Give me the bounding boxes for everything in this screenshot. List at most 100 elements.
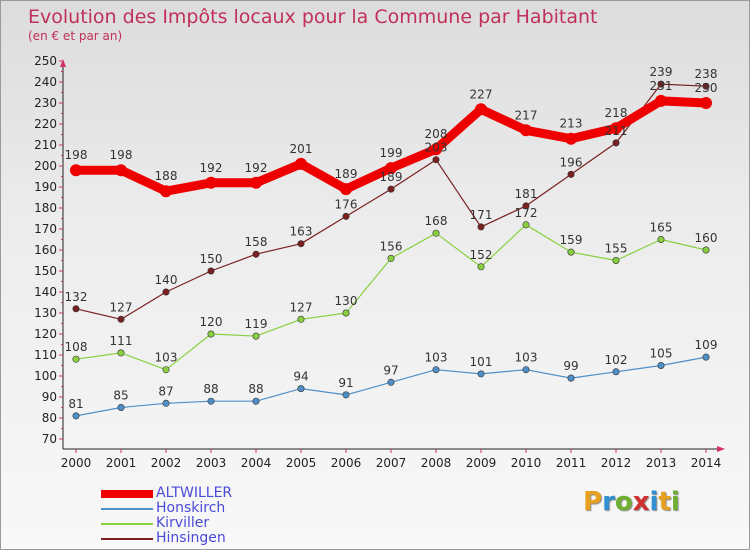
data-label-altwiller: 218 <box>605 106 628 120</box>
data-point-honskirch <box>297 385 305 393</box>
data-point-kirviller <box>522 221 530 229</box>
y-tick-label: 220 <box>34 117 57 131</box>
y-tick-label: 150 <box>34 264 57 278</box>
x-tick-label: 2014 <box>691 456 722 470</box>
data-point-honskirch <box>432 366 440 374</box>
data-label-altwiller: 201 <box>290 142 313 156</box>
data-point-hinsingen <box>522 202 530 210</box>
data-label-honskirch: 103 <box>515 351 538 365</box>
x-tick-label: 2004 <box>241 456 272 470</box>
data-label-kirviller: 103 <box>155 351 178 365</box>
data-label-honskirch: 102 <box>605 353 628 367</box>
x-tick-label: 2002 <box>151 456 182 470</box>
data-point-altwiller <box>475 103 487 116</box>
data-label-honskirch: 88 <box>248 382 263 396</box>
data-point-hinsingen <box>657 80 665 88</box>
data-label-hinsingen: 132 <box>65 290 88 304</box>
data-label-hinsingen: 163 <box>290 225 313 239</box>
y-tick-label: 160 <box>34 243 57 257</box>
data-label-hinsingen: 238 <box>695 67 718 81</box>
data-point-kirviller <box>72 355 80 363</box>
data-label-hinsingen: 150 <box>200 252 223 266</box>
data-point-hinsingen <box>342 212 350 220</box>
y-tick-label: 110 <box>34 348 57 362</box>
data-label-hinsingen: 176 <box>335 197 358 211</box>
data-point-honskirch <box>162 399 170 407</box>
data-label-hinsingen: 140 <box>155 273 178 287</box>
x-axis-arrow <box>717 446 725 452</box>
data-label-honskirch: 101 <box>470 355 493 369</box>
data-point-honskirch <box>252 397 260 405</box>
y-tick-label: 250 <box>34 54 57 68</box>
data-point-hinsingen <box>612 139 620 147</box>
y-tick-label: 90 <box>42 390 57 404</box>
data-label-honskirch: 109 <box>695 338 718 352</box>
data-label-altwiller: 192 <box>245 161 268 175</box>
data-label-hinsingen: 181 <box>515 187 538 201</box>
logo-letter: t <box>658 487 671 517</box>
data-label-honskirch: 94 <box>293 370 308 384</box>
data-label-kirviller: 108 <box>65 340 88 354</box>
data-point-kirviller <box>387 254 395 262</box>
y-tick-label: 100 <box>34 369 57 383</box>
data-label-altwiller: 230 <box>695 81 718 95</box>
legend-swatch <box>101 538 153 540</box>
data-point-kirviller <box>162 366 170 374</box>
data-point-kirviller <box>657 236 665 244</box>
data-label-altwiller: 192 <box>200 161 223 175</box>
data-point-hinsingen <box>117 315 125 323</box>
data-point-altwiller <box>340 183 352 196</box>
data-point-kirviller <box>612 256 620 264</box>
data-point-honskirch <box>117 403 125 411</box>
data-label-hinsingen: 158 <box>245 235 268 249</box>
data-point-honskirch <box>207 397 215 405</box>
x-tick-label: 2003 <box>196 456 227 470</box>
data-label-honskirch: 103 <box>425 351 448 365</box>
x-tick-label: 2005 <box>286 456 317 470</box>
data-label-hinsingen: 127 <box>110 300 133 314</box>
data-point-hinsingen <box>297 240 305 248</box>
data-point-altwiller <box>610 122 622 135</box>
legend-swatch <box>101 508 153 510</box>
data-label-altwiller: 217 <box>515 108 538 122</box>
data-point-honskirch <box>72 412 80 420</box>
legend-swatch <box>101 523 153 525</box>
data-point-kirviller <box>477 263 485 271</box>
data-label-kirviller: 130 <box>335 294 358 308</box>
data-label-kirviller: 159 <box>560 233 583 247</box>
x-tick-label: 2011 <box>556 456 587 470</box>
data-point-honskirch <box>657 361 665 369</box>
data-point-kirviller <box>297 315 305 323</box>
data-label-kirviller: 155 <box>605 242 628 256</box>
x-tick-label: 2006 <box>331 456 362 470</box>
data-label-honskirch: 88 <box>203 382 218 396</box>
data-point-hinsingen <box>387 185 395 193</box>
data-label-kirviller: 156 <box>380 239 403 253</box>
legend-label: ALTWILLER <box>156 485 233 501</box>
data-label-hinsingen: 189 <box>380 170 403 184</box>
y-tick-label: 120 <box>34 327 57 341</box>
data-point-honskirch <box>387 378 395 386</box>
data-label-honskirch: 99 <box>563 359 578 373</box>
data-label-altwiller: 231 <box>650 79 673 93</box>
legend-swatch <box>101 490 153 498</box>
data-point-altwiller <box>160 185 172 198</box>
data-label-kirviller: 168 <box>425 214 448 228</box>
data-label-kirviller: 172 <box>515 206 538 220</box>
data-label-honskirch: 91 <box>338 376 353 390</box>
data-label-kirviller: 160 <box>695 231 718 245</box>
data-label-altwiller: 213 <box>560 117 583 131</box>
data-point-honskirch <box>477 370 485 378</box>
data-point-altwiller <box>70 164 82 177</box>
x-tick-label: 2008 <box>421 456 452 470</box>
data-label-honskirch: 81 <box>68 397 83 411</box>
data-point-honskirch <box>612 368 620 376</box>
data-point-altwiller <box>250 176 262 189</box>
data-point-hinsingen <box>252 250 260 258</box>
y-tick-label: 130 <box>34 306 57 320</box>
data-label-hinsingen: 203 <box>425 141 448 155</box>
data-point-honskirch <box>567 374 575 382</box>
proxiti-logo: Proxiti <box>583 487 680 517</box>
data-point-altwiller <box>385 162 397 175</box>
data-point-altwiller <box>700 97 712 109</box>
